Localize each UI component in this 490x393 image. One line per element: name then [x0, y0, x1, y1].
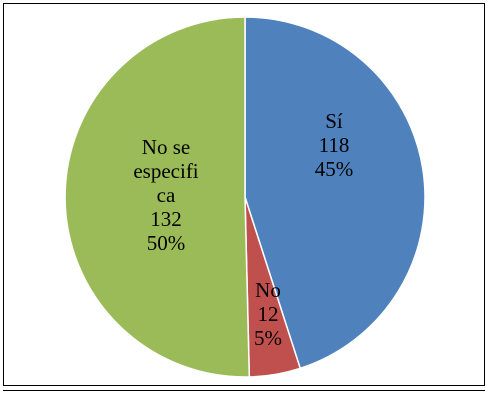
- chart-frame: [3, 3, 485, 386]
- data-label-0: Sí 118 45%: [315, 109, 354, 181]
- pie-slice-0: [244, 16, 426, 370]
- data-label-2: No se especifi ca 132 50%: [133, 135, 198, 255]
- data-label-1: No 12 5%: [254, 278, 282, 350]
- pie-slice-2: [64, 16, 251, 378]
- bottom-rule: [3, 390, 485, 391]
